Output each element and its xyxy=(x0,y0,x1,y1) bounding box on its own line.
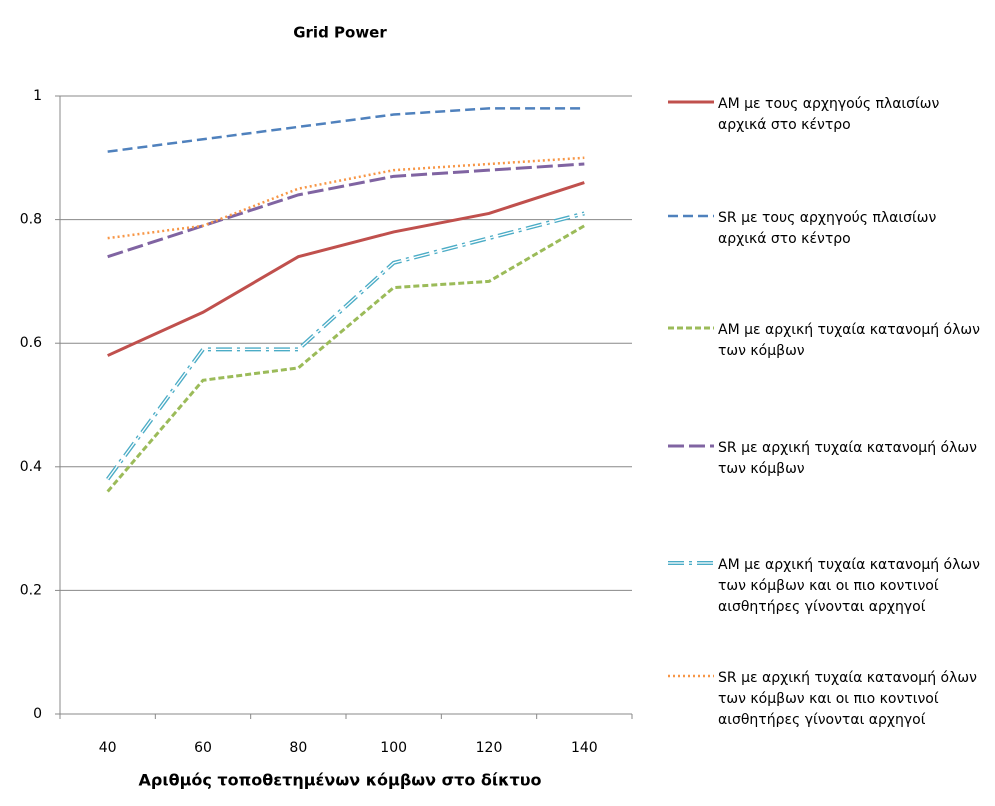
y-tick-label: 0.6 xyxy=(20,335,42,351)
legend-label: AM με τους αρχηγούς πλαισίων αρχικά στο … xyxy=(718,96,940,133)
legend-label: AM με αρχική τυχαία κατανομή όλων των κό… xyxy=(718,322,980,359)
legend-swatch xyxy=(668,674,714,678)
y-tick-label: 0 xyxy=(33,706,42,722)
line-series xyxy=(106,224,586,493)
y-tick-label: 0.4 xyxy=(20,459,42,475)
x-tick-label: 140 xyxy=(571,740,598,756)
x-tick-label: 100 xyxy=(380,740,407,756)
chart-title: Grid Power xyxy=(293,24,387,42)
legend-item: AM με τους αρχηγούς πλαισίων αρχικά στο … xyxy=(668,94,988,136)
line-series xyxy=(106,211,585,481)
legend-item: SR με αρχική τυχαία κατανομή όλων των κό… xyxy=(668,668,988,731)
x-axis-label: Αριθμός τοποθετημένων κόμβων στο δίκτυο xyxy=(139,771,542,790)
legend-item: SR με τους αρχηγούς πλαισίων αρχικά στο … xyxy=(668,208,988,250)
x-tick-label: 60 xyxy=(194,740,212,756)
legend-label: SR με αρχική τυχαία κατανομή όλων των κό… xyxy=(718,440,977,477)
x-tick-label: 120 xyxy=(476,740,503,756)
legend-swatch xyxy=(668,100,714,104)
legend-swatch xyxy=(668,444,714,448)
legend-label: SR με τους αρχηγούς πλαισίων αρχικά στο … xyxy=(718,210,937,247)
legend-swatch xyxy=(668,326,714,330)
legend-label: AM με αρχική τυχαία κατανομή όλων των κό… xyxy=(718,557,980,615)
line-inner xyxy=(107,212,585,480)
legend-swatch xyxy=(668,561,714,565)
y-tick-label: 0.8 xyxy=(20,212,42,228)
legend-item: SR με αρχική τυχαία κατανομή όλων των κό… xyxy=(668,438,988,480)
line-series xyxy=(107,181,585,357)
x-tick-label: 80 xyxy=(289,740,307,756)
line-series xyxy=(107,156,585,240)
y-tick-label: 1 xyxy=(33,88,42,104)
y-tick-label: 0.2 xyxy=(20,582,42,598)
line-series xyxy=(107,162,585,259)
legend-item: AM με αρχική τυχαία κατανομή όλων των κό… xyxy=(668,320,988,362)
legend-swatch xyxy=(668,214,714,218)
legend-label: SR με αρχική τυχαία κατανομή όλων των κό… xyxy=(718,670,977,728)
line-series xyxy=(107,107,585,153)
x-tick-label: 40 xyxy=(99,740,117,756)
legend-item: AM με αρχική τυχαία κατανομή όλων των κό… xyxy=(668,555,988,618)
